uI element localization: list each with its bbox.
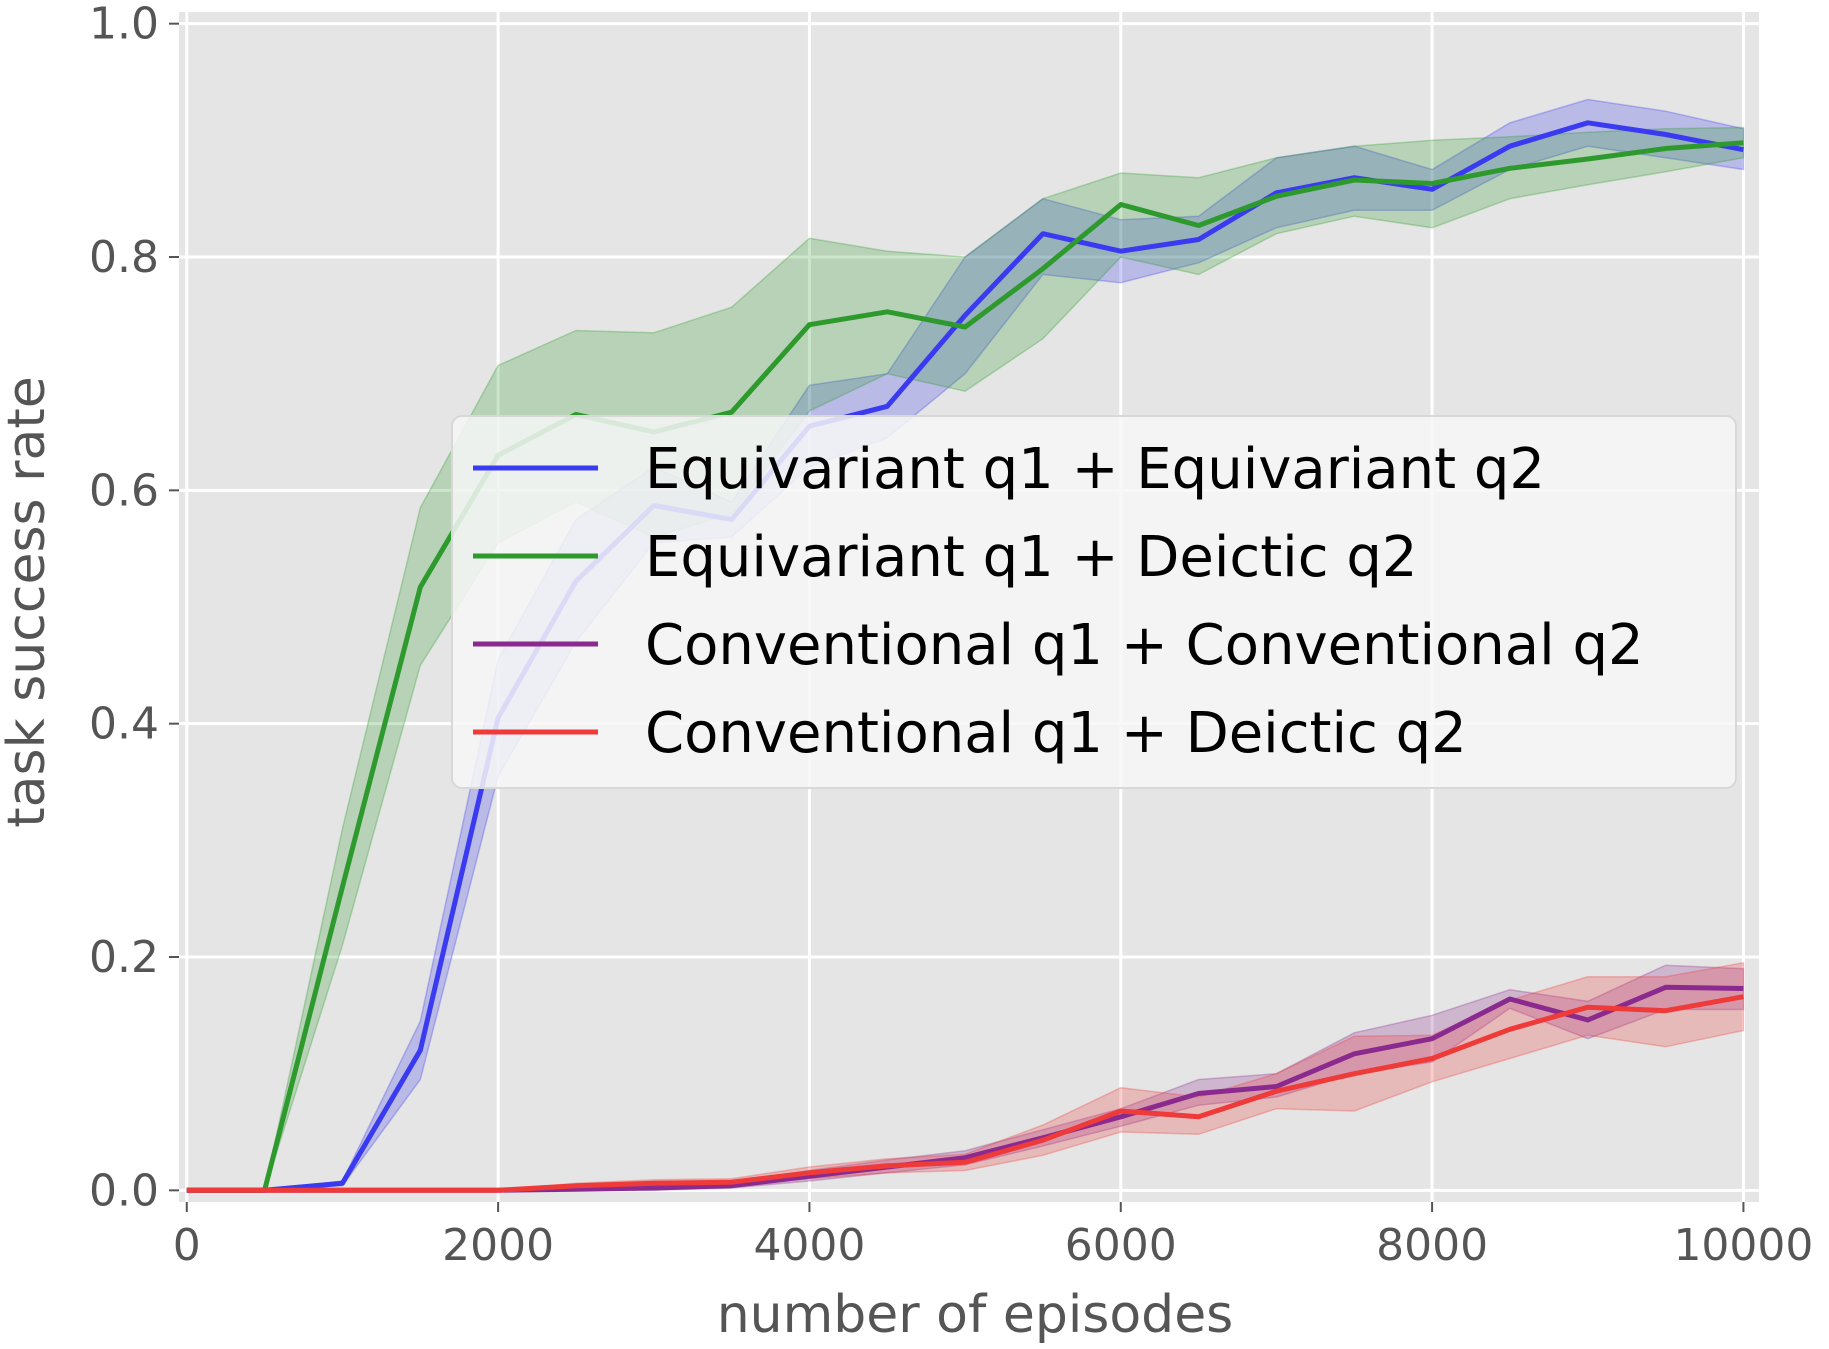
- y-tick-label: 0.6: [89, 465, 159, 516]
- legend-label-1: Equivariant q1 + Deictic q2: [645, 525, 1418, 590]
- x-tick-label: 0: [173, 1220, 201, 1271]
- y-axis: 0.0 0.2 0.4 0.6 0.8 1.0: [89, 0, 179, 1216]
- legend-label-3: Conventional q1 + Deictic q2: [645, 701, 1467, 766]
- x-axis-title: number of episodes: [717, 1285, 1234, 1345]
- series-line-3: [186, 994, 1744, 1193]
- x-tick-label: 4000: [753, 1220, 865, 1271]
- x-tick-label: 2000: [442, 1220, 554, 1271]
- series-line-1: [186, 140, 1744, 1193]
- x-axis: 0 2000 4000 6000 8000 10000: [173, 1202, 1813, 1271]
- series-line-0: [186, 120, 1744, 1193]
- y-axis-title: task success rate: [0, 376, 57, 828]
- y-tick-label: 1.0: [89, 0, 159, 50]
- legend-box: [451, 415, 1737, 789]
- legend-label-0: Equivariant q1 + Equivariant q2: [645, 437, 1545, 502]
- series-lines: [186, 120, 1744, 1193]
- y-tick-label: 0.8: [89, 232, 159, 283]
- legend-label-2: Conventional q1 + Conventional q2: [645, 613, 1644, 678]
- x-tick-label: 10000: [1673, 1220, 1813, 1271]
- y-tick-label: 0.4: [89, 699, 159, 750]
- x-tick-label: 8000: [1376, 1220, 1488, 1271]
- y-tick-label: 0.0: [89, 1165, 159, 1216]
- legend: Equivariant q1 + Equivariant q2 Equivaria…: [451, 415, 1737, 789]
- x-tick-label: 6000: [1065, 1220, 1177, 1271]
- y-tick-label: 0.2: [89, 932, 159, 983]
